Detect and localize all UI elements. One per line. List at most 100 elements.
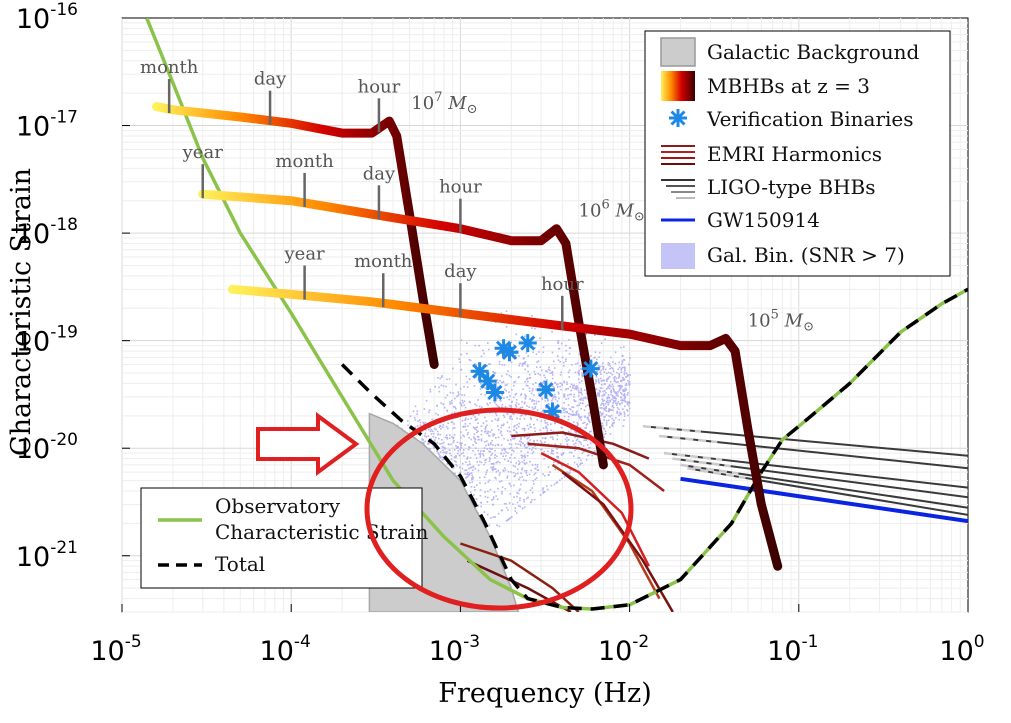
galactic-binary-point bbox=[578, 391, 580, 394]
galactic-binary-point bbox=[517, 472, 519, 475]
galactic-binary-point bbox=[441, 442, 443, 445]
galactic-binary-point bbox=[543, 450, 545, 453]
galactic-binary-point bbox=[615, 392, 617, 395]
galactic-binary-point bbox=[424, 440, 426, 443]
galactic-binary-point bbox=[572, 385, 575, 387]
galactic-binary-point bbox=[507, 509, 509, 511]
galactic-binary-point bbox=[581, 393, 583, 396]
galactic-binary-point bbox=[422, 421, 425, 424]
galactic-binary-point bbox=[512, 465, 515, 467]
galactic-binary-point bbox=[562, 453, 564, 455]
galactic-binary-point bbox=[621, 379, 623, 382]
galactic-binary-point bbox=[601, 413, 603, 416]
galactic-binary-point bbox=[412, 410, 415, 413]
galactic-binary-point bbox=[576, 404, 579, 407]
galactic-binary-point bbox=[629, 374, 632, 376]
galactic-binary-point bbox=[566, 410, 568, 413]
galactic-binary-point bbox=[476, 484, 478, 487]
galactic-binary-point bbox=[595, 388, 598, 391]
galactic-binary-point bbox=[467, 425, 469, 427]
time-mark-label: day bbox=[444, 261, 477, 282]
galactic-binary-point bbox=[512, 437, 514, 440]
galactic-binary-point bbox=[523, 462, 526, 464]
galactic-binary-point bbox=[546, 422, 548, 424]
galactic-binary-point bbox=[480, 501, 482, 504]
galactic-binary-point bbox=[547, 474, 550, 477]
galactic-binary-point bbox=[573, 393, 575, 396]
galactic-binary-point bbox=[613, 400, 616, 403]
galactic-binary-point bbox=[468, 467, 470, 470]
galactic-binary-point bbox=[480, 425, 483, 427]
galactic-binary-point bbox=[613, 390, 615, 392]
galactic-binary-point bbox=[568, 412, 570, 415]
galactic-binary-point bbox=[626, 375, 629, 377]
galactic-binary-point bbox=[615, 416, 617, 419]
galactic-binary-point bbox=[471, 477, 473, 479]
galactic-binary-point bbox=[469, 463, 471, 465]
galactic-binary-point bbox=[623, 405, 626, 408]
galactic-binary-point bbox=[509, 417, 511, 420]
galactic-binary-point bbox=[582, 451, 585, 453]
galactic-binary-point bbox=[588, 404, 590, 407]
galactic-binary-point bbox=[513, 429, 516, 431]
galactic-binary-point bbox=[565, 358, 567, 360]
galactic-binary-point bbox=[529, 439, 532, 441]
galactic-binary-point bbox=[442, 424, 444, 426]
galactic-binary-point bbox=[567, 371, 570, 374]
galactic-binary-point bbox=[501, 434, 503, 437]
galactic-binary-point bbox=[442, 385, 445, 387]
galactic-binary-point bbox=[557, 414, 560, 416]
galactic-binary-point bbox=[440, 439, 443, 441]
galactic-binary-point bbox=[622, 390, 625, 393]
galactic-binary-point bbox=[489, 402, 491, 404]
galactic-binary-point bbox=[578, 457, 581, 459]
galactic-binary-point bbox=[441, 458, 444, 461]
galactic-binary-point bbox=[524, 463, 526, 465]
galactic-binary-point bbox=[544, 419, 546, 422]
galactic-binary-point bbox=[567, 418, 570, 421]
galactic-binary-point bbox=[518, 462, 521, 464]
galactic-binary-point bbox=[450, 402, 453, 404]
galactic-binary-point bbox=[612, 387, 614, 390]
galactic-binary-point bbox=[515, 427, 518, 429]
emri-track bbox=[551, 463, 661, 600]
galactic-binary-point bbox=[514, 510, 517, 512]
galactic-binary-point bbox=[595, 358, 598, 361]
galactic-binary-point bbox=[493, 371, 495, 374]
galactic-binary-point bbox=[586, 416, 589, 419]
galactic-binary-point bbox=[580, 416, 583, 418]
galactic-binary-point bbox=[624, 387, 627, 390]
galactic-binary-point bbox=[448, 449, 451, 452]
galactic-binary-point bbox=[607, 402, 610, 404]
galactic-binary-point bbox=[503, 397, 505, 399]
galactic-binary-point bbox=[457, 391, 459, 393]
galactic-binary-point bbox=[453, 423, 456, 425]
galactic-binary-point bbox=[612, 367, 614, 370]
galactic-binary-point bbox=[615, 404, 618, 406]
galactic-binary-point bbox=[477, 399, 479, 401]
galactic-binary-point bbox=[564, 388, 567, 391]
galactic-binary-point bbox=[541, 398, 544, 401]
galactic-binary-point bbox=[604, 403, 607, 405]
galactic-binary-point bbox=[575, 363, 577, 365]
galactic-binary-point bbox=[533, 440, 535, 443]
verification-binary-point bbox=[536, 380, 555, 399]
galactic-binary-point bbox=[512, 471, 515, 474]
galactic-binary-point bbox=[588, 420, 590, 423]
galactic-binary-point bbox=[521, 363, 524, 365]
galactic-binary-point bbox=[438, 390, 441, 393]
galactic-binary-point bbox=[528, 447, 531, 450]
galactic-binary-point bbox=[455, 383, 457, 386]
galactic-binary-point bbox=[486, 513, 489, 516]
galactic-binary-point bbox=[515, 462, 518, 464]
galactic-binary-point bbox=[506, 383, 508, 386]
galactic-binary-point bbox=[514, 424, 516, 427]
galactic-binary-point bbox=[609, 400, 611, 403]
galactic-binary-point bbox=[608, 397, 611, 399]
galactic-binary-point bbox=[487, 490, 489, 493]
galactic-binary-point bbox=[444, 396, 447, 399]
galactic-binary-point bbox=[425, 436, 428, 438]
galactic-binary-point bbox=[617, 381, 619, 383]
galactic-binary-point bbox=[610, 356, 612, 359]
galactic-binary-point bbox=[480, 439, 483, 442]
